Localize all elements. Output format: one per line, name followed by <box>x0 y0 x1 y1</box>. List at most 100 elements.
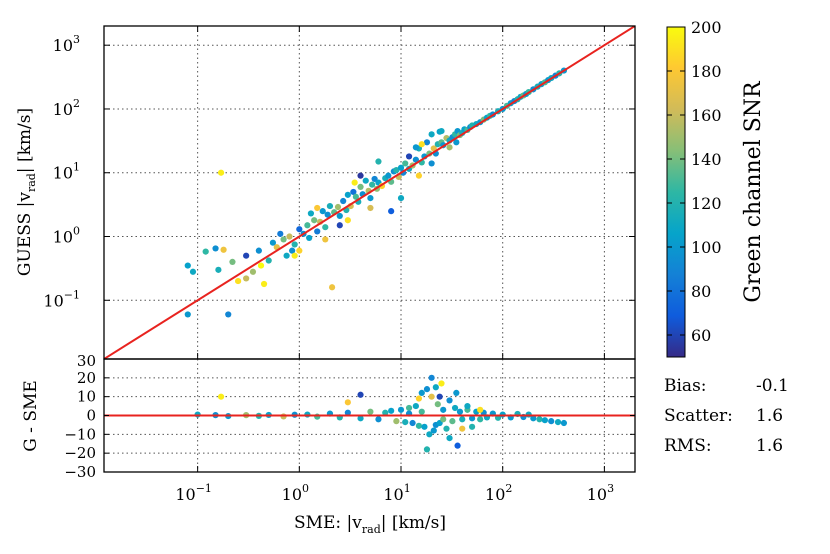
main-scatter-point <box>405 153 413 160</box>
main-scatter-point <box>371 175 378 183</box>
main-scatter-point <box>225 311 232 318</box>
residual-scatter-point <box>468 423 476 430</box>
stat-scatter-value: 1.6 <box>756 406 784 426</box>
residual-ytick-label: 10 <box>77 388 96 406</box>
main-scatter-point <box>340 197 347 205</box>
xlabel-text: SME: |v <box>294 513 362 533</box>
residual-scatter-point <box>436 393 443 400</box>
main-scatter-point <box>336 222 343 229</box>
main-ytick-label-base: 10 <box>43 291 63 310</box>
colorbar-label: Green channel SNR <box>741 80 766 303</box>
residual-scatter-point <box>428 393 435 400</box>
residual-scatter-point <box>357 391 364 398</box>
main-scatter-point <box>334 203 342 211</box>
main-scatter-point <box>306 234 313 242</box>
residual-ytick-label: −20 <box>64 444 96 462</box>
residual-scatter-point <box>440 416 447 423</box>
colorbar-tick-label: 60 <box>691 326 711 345</box>
main-scatter-point <box>289 247 296 254</box>
residual-y-axis-label: G - SME <box>21 380 41 452</box>
residual-scatter-point <box>449 418 456 425</box>
residual-xtick-label: 102 <box>485 482 512 504</box>
stat-bias-value: -0.1 <box>756 376 789 396</box>
residual-xtick-label: 103 <box>587 482 614 504</box>
main-scatter-point <box>393 166 400 174</box>
main-scatter-point <box>428 160 435 167</box>
stat-bias-label: Bias: <box>664 376 707 396</box>
residual-ytick-label: −30 <box>64 463 96 481</box>
residual-xtick-label-base: 10 <box>485 485 505 504</box>
main-ylabel-text: GUESS |v <box>15 192 35 276</box>
main-scatter-point <box>277 230 284 237</box>
residual-x-ticks: 10−1 100 101 102 103 <box>175 466 614 504</box>
main-scatter-point <box>260 280 268 288</box>
residual-scatter-point <box>440 406 447 413</box>
main-scatter-point <box>415 172 423 179</box>
residual-xtick-label: 101 <box>383 482 410 504</box>
main-scatter-point <box>344 217 351 224</box>
residual-scatter-point <box>405 404 413 412</box>
main-scatter-point <box>357 172 364 179</box>
main-scatter-point <box>397 195 405 202</box>
residual-scatter-point <box>536 416 543 423</box>
main-scatter-point <box>352 193 359 200</box>
main-ylabel-tail: | [km/s] <box>15 108 35 173</box>
main-scatter-point <box>388 208 395 215</box>
main-scatter-point <box>423 139 431 146</box>
residual-scatter-point <box>477 416 484 423</box>
residual-scatter-point <box>415 395 423 402</box>
main-scatter-point <box>280 236 287 243</box>
residual-xtick-label-exp: 3 <box>607 482 614 495</box>
residual-xtick-label-exp: 0 <box>302 482 309 495</box>
residual-xtick-label-base: 10 <box>282 485 302 504</box>
residual-ytick-label: 20 <box>77 369 96 387</box>
stat-rms-label: RMS: <box>664 436 712 456</box>
main-ytick-label-base: 10 <box>53 228 73 247</box>
residual-scatter-point <box>412 402 419 410</box>
main-scatter-point <box>319 208 326 215</box>
residual-scatter-point <box>393 418 400 425</box>
main-scatter-point <box>286 233 293 240</box>
residual-scatter-point <box>418 408 425 415</box>
main-scatter-point <box>367 204 374 212</box>
residual-scatter-point <box>423 446 431 453</box>
main-scatter-point <box>385 172 392 179</box>
residual-scatter-point <box>388 407 395 414</box>
main-scatter-point <box>402 160 409 167</box>
main-scatter-point <box>229 258 236 265</box>
residual-scatter-point <box>409 419 416 427</box>
main-scatter-point <box>202 248 209 255</box>
main-scatter-point <box>243 252 250 259</box>
main-ytick-label: 103 <box>53 33 80 55</box>
main-scatter-point <box>304 222 311 229</box>
main-scatter-point <box>296 247 303 254</box>
residual-scatter-point <box>464 402 471 410</box>
residual-xtick-label: 100 <box>282 482 309 504</box>
main-scatter-point <box>184 311 191 318</box>
main-scatter-point <box>336 212 343 220</box>
xlabel-tail: | [km/s] <box>381 513 446 533</box>
main-ytick-label-exp: −1 <box>64 288 80 301</box>
residual-scatter-point <box>451 404 459 412</box>
main-scatter-point <box>257 262 265 269</box>
main-ytick-label: 101 <box>53 161 80 183</box>
main-scatter-point <box>311 217 318 224</box>
one-to-one-line <box>104 26 635 359</box>
residual-scatter-point <box>443 425 450 432</box>
colorbar-tick-label: 140 <box>691 150 722 169</box>
x-axis-label: SME: |vrad| [km/s] <box>294 513 446 536</box>
colorbar-tick-label: 200 <box>691 18 722 37</box>
residual-xtick-label-exp: 1 <box>404 482 411 495</box>
main-scatter-point <box>453 139 460 146</box>
main-ytick-label-exp: 3 <box>73 33 80 46</box>
main-scatter-point <box>446 144 453 151</box>
main-scatter-point <box>367 195 374 202</box>
main-scatter-point <box>428 131 435 138</box>
main-scatter-point <box>344 191 351 198</box>
colorbar-ticks: 60 80 100 120 140 160 180 200 <box>667 18 722 345</box>
main-scatter-point <box>220 246 227 253</box>
main-y-bottom-label: 30 <box>77 352 96 370</box>
residual-ytick-label: −10 <box>64 425 96 443</box>
residual-scatter-point <box>459 425 466 432</box>
